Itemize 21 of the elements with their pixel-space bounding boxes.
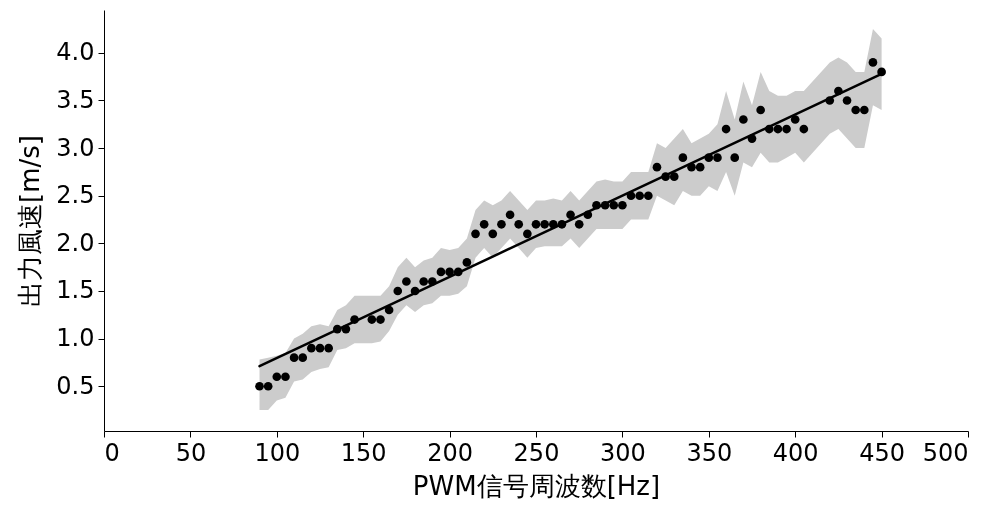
x-tick-label: 50 <box>175 438 207 467</box>
x-tick-label: 450 <box>859 438 906 467</box>
y-tick-label: 4.0 <box>56 38 95 67</box>
y-tick-label: 2.0 <box>56 228 95 257</box>
x-tick-label: 500 <box>922 438 969 467</box>
y-tick-label: 2.5 <box>56 181 95 210</box>
x-tick-label: 150 <box>340 438 387 467</box>
x-tick-label: 300 <box>599 438 646 467</box>
x-axis-title: PWM信号周波数[Hz] <box>412 470 661 501</box>
y-tick-label: 3.0 <box>56 133 95 162</box>
x-tick-label: 100 <box>254 438 301 467</box>
x-tick-label: 0 <box>104 438 120 467</box>
x-tick-label: 250 <box>513 438 560 467</box>
y-axis-title: 出力風速[m/s] <box>15 135 46 307</box>
x-tick-label: 200 <box>427 438 474 467</box>
y-tick-label: 1.5 <box>56 276 95 305</box>
y-tick-label: 0.5 <box>56 371 95 400</box>
x-tick-label: 400 <box>772 438 819 467</box>
y-tick-label: 3.5 <box>56 85 95 114</box>
y-tick-label: 1.0 <box>56 324 95 353</box>
x-tick-label: 350 <box>686 438 733 467</box>
